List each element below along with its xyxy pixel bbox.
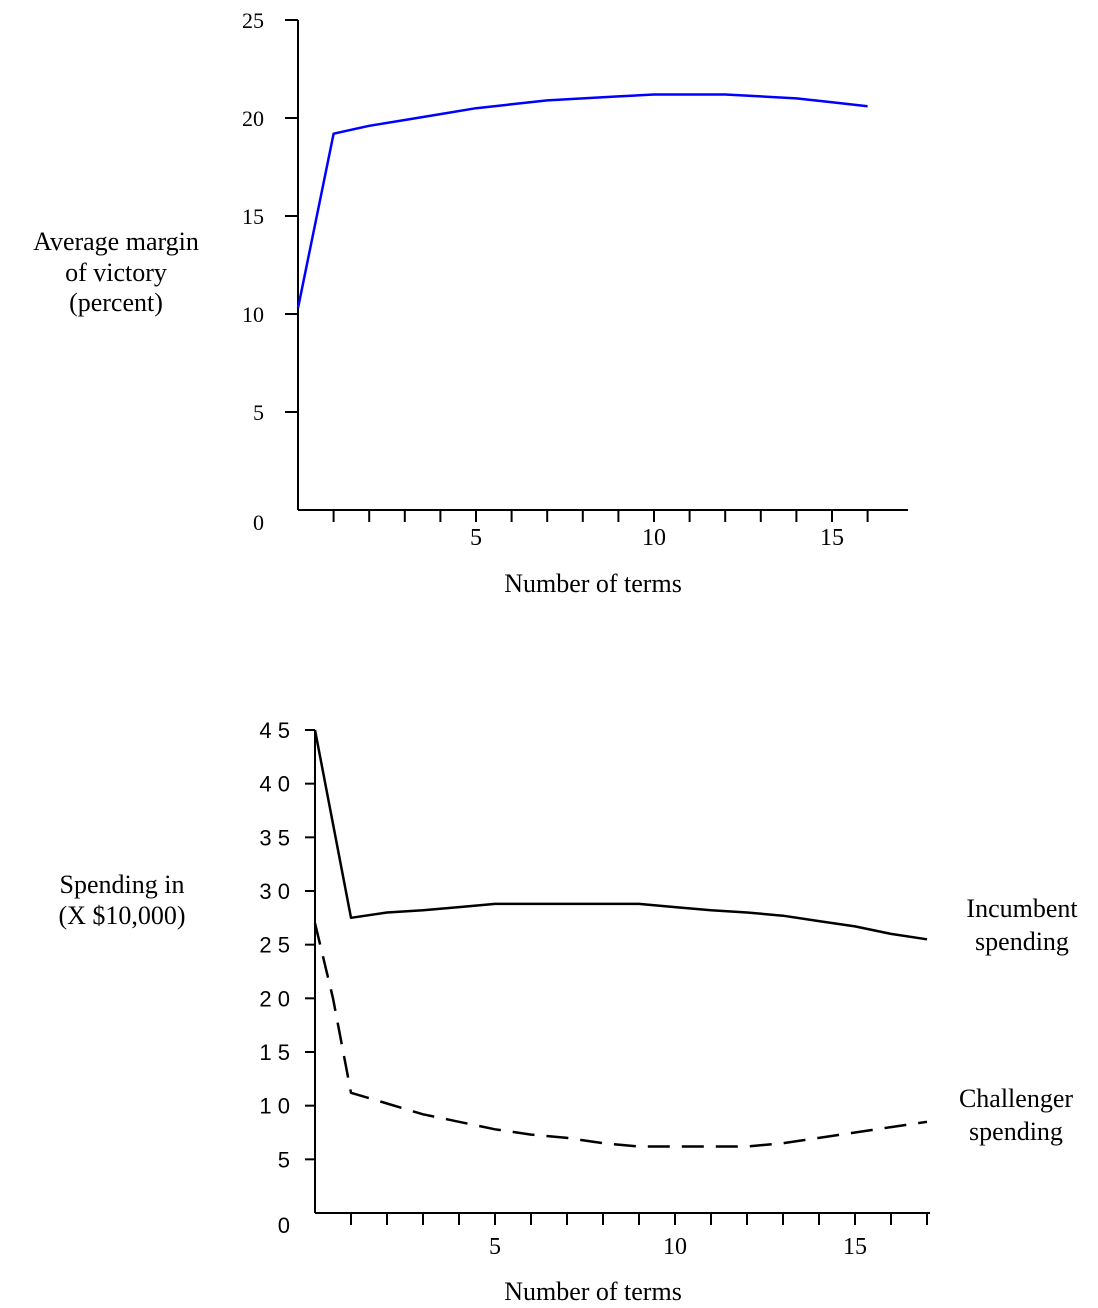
y-tick-label: 2 0	[259, 986, 290, 1011]
incumbent-spending-line	[313, 729, 928, 941]
y-axis-title: of victory	[65, 258, 167, 287]
y-tick-label: 5	[278, 1147, 290, 1172]
series-label: spending	[975, 927, 1069, 956]
y-axis-title: (percent)	[69, 288, 163, 317]
y-tick-label: 1 0	[259, 1094, 290, 1119]
x-axis-title: Number of terms	[504, 1277, 682, 1306]
y-tick-label: 0	[253, 510, 264, 535]
x-tick-label: 10	[642, 525, 666, 551]
x-tick-label: 15	[843, 1234, 867, 1260]
y-tick-label: 4 5	[259, 718, 290, 743]
y-axis-title: (X $10,000)	[58, 901, 185, 930]
x-axis-title: Number of terms	[504, 569, 682, 598]
y-tick-label: 1 5	[259, 1040, 290, 1065]
y-tick-label: 20	[242, 106, 264, 131]
margin-of-victory-chart: 0 5 10 15 20 25 5 10 15 Number of terms Average ma…	[33, 8, 908, 598]
x-tick-label: 15	[820, 525, 844, 551]
series-label: Incumbent	[966, 894, 1078, 923]
y-tick-label: 0	[278, 1213, 290, 1238]
series-label: Challenger	[959, 1084, 1073, 1113]
y-axis-title: Average margin	[33, 227, 199, 256]
x-tick-label: 10	[663, 1234, 687, 1260]
series-label: spending	[969, 1117, 1063, 1146]
challenger-spending-line	[313, 922, 928, 1148]
y-tick-label: 25	[242, 8, 264, 33]
x-tick-label: 5	[470, 525, 482, 551]
x-tick-label: 5	[489, 1234, 501, 1260]
y-tick-label: 3 5	[259, 825, 290, 850]
y-tick-label: 4 0	[259, 772, 290, 797]
y-axis-title: Spending in	[60, 870, 185, 899]
y-tick-label: 2 5	[259, 933, 290, 958]
series-line	[296, 93, 868, 309]
y-tick-label: 5	[253, 400, 264, 425]
y-tick-label: 3 0	[259, 879, 290, 904]
y-tick-label: 15	[242, 204, 264, 229]
y-tick-label: 10	[242, 302, 264, 327]
